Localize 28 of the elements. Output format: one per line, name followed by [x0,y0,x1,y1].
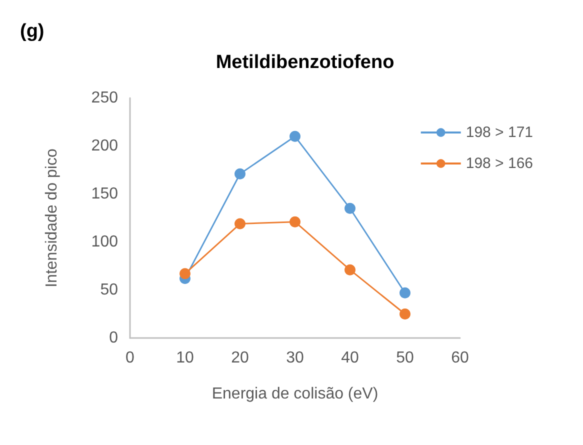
x-tick-label: 10 [176,350,194,366]
legend-label: 198 > 171 [466,124,534,141]
point [400,287,410,298]
point [290,216,300,228]
y-tick-label: 200 [91,138,118,154]
x-tick-label: 30 [286,350,304,366]
chart-title: Metildibenzotiofeno [216,52,394,73]
point [180,268,190,280]
x-tick-label: 20 [231,350,249,366]
y-axis-title: Intensidade do pico [44,148,60,288]
legend-label: 198 > 166 [466,155,534,172]
x-tick-label: 40 [341,350,359,366]
text: (g) [20,21,44,42]
x-tick-label: 0 [126,350,135,366]
y-tick-label: 100 [91,234,118,250]
x-tick-label: 60 [451,350,469,366]
x-axis-title: Energia de colisão (eV) [212,386,378,402]
y-tick-label: 50 [100,282,118,298]
point [290,130,300,142]
y-tick-label: 150 [91,186,118,202]
point [234,218,246,230]
point [400,308,410,320]
x-tick-label: 50 [396,350,414,366]
point [344,264,356,276]
y-tick-label: 0 [109,330,118,346]
point [344,202,356,214]
point [234,168,246,180]
y-tick-label: 250 [91,90,118,106]
